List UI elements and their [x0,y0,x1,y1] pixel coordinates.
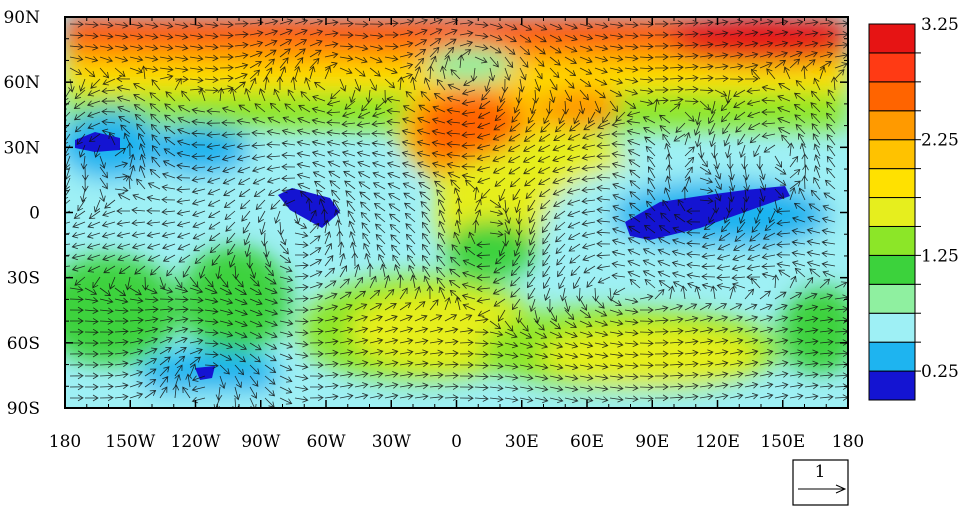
lon-tick-label: 60W [306,432,346,452]
reference-vector-label: 1 [815,462,826,482]
lon-tick-label: 150E [760,432,805,452]
wind-vectors [65,18,848,408]
lon-tick-label: 90W [241,432,281,452]
lat-tick-label: 90N [3,8,40,28]
wind-vector-arrows [65,18,848,408]
axis-ticks [64,16,849,409]
colorbar-labels: 0.25 1.25 2.25 3.25 [921,15,959,382]
lat-tick-label: 60S [7,334,40,354]
lon-tick-label: 30E [505,432,539,452]
contour-field [65,17,848,408]
colorbar-swatch [868,168,916,199]
colorbar-swatch [868,110,916,141]
colorbar-swatch [868,81,916,112]
colorbar-swatch [868,139,916,170]
colorbar-swatch [868,312,916,343]
reference-arrowhead-icon [835,484,847,494]
lon-tick-label: 60E [570,432,604,452]
colorbar-tick-label: 0.25 [921,362,959,382]
lon-tick-label: 120W [171,432,221,452]
lat-tick-label: 30N [3,138,40,158]
colorbar-tick-label: 3.25 [921,15,959,35]
colorbar-swatch [868,370,916,401]
lon-tick-label: 120E [695,432,740,452]
colorbar [868,23,921,401]
lat-tick-label: 60N [3,73,40,93]
lon-tick-label: 0 [451,432,462,452]
colorbar-swatch [868,23,916,54]
lon-tick-label: 90E [635,432,669,452]
lat-tick-label: 0 [29,204,40,224]
colorbar-tick-label: 2.25 [921,131,959,151]
colorbar-swatch [868,254,916,285]
colorbar-swatch [868,225,916,256]
lon-tick-label: 30W [372,432,412,452]
colorbar-swatch [868,197,916,227]
colorbar-swatch [868,52,916,83]
lat-tick-label: 90S [7,399,40,419]
latitude-labels: 90N 60N 30N 0 30S 60S 90S [3,8,40,419]
lon-tick-label: 180 [49,432,81,452]
colorbar-swatch [868,283,916,314]
lon-tick-label: 150W [105,432,155,452]
lon-tick-label: 180 [832,432,864,452]
lat-tick-label: 30S [7,269,40,289]
colorbar-tick-label: 1.25 [921,246,959,266]
reference-vector-box: 1 [792,459,849,506]
longitude-labels: 180 150W 120W 90W 60W 30W 0 30E 60E 90E 120E 150E 18… [49,432,864,452]
colorbar-swatch [868,341,916,372]
